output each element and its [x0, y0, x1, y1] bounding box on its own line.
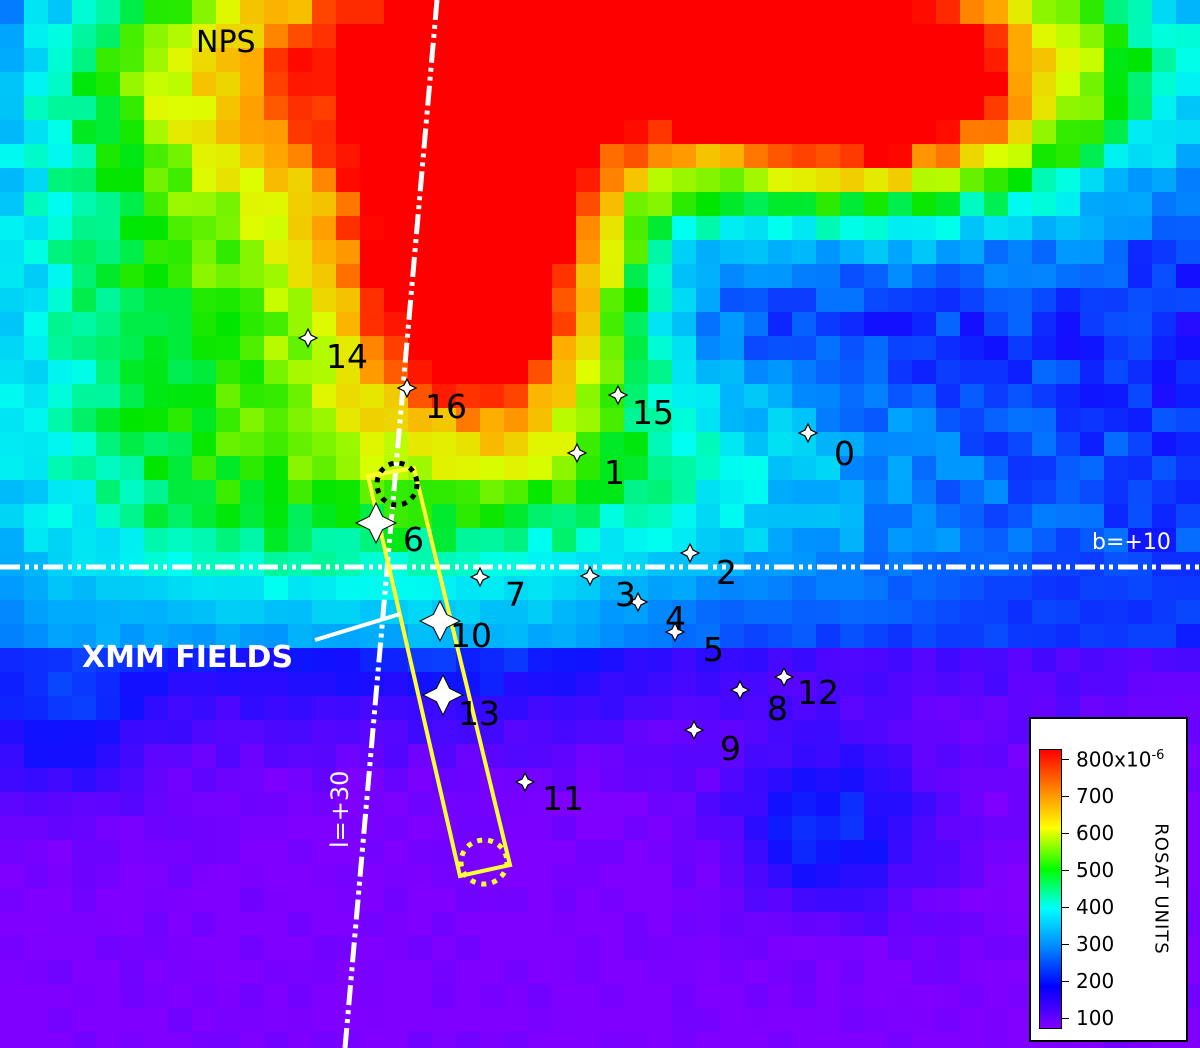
colorbar-tick-label: 400	[1076, 895, 1115, 919]
colorbar-tick-mark	[1062, 907, 1069, 908]
longitude-line-label: l=+30	[326, 770, 354, 848]
field-label-12: 12	[797, 673, 839, 712]
latitude-line-label: b=+10	[1092, 530, 1171, 555]
field-marker-5	[664, 621, 686, 643]
colorbar-tick-label: 800x10-6	[1076, 747, 1165, 772]
field-marker-13	[421, 673, 465, 717]
colorbar-tick-label: 300	[1076, 932, 1115, 956]
field-label-11: 11	[542, 779, 584, 818]
field-marker-8	[729, 679, 751, 701]
field-label-16: 16	[425, 387, 467, 426]
colorbar: 800x10-6 700 600 500 400 300 200 100 ROS…	[1029, 717, 1188, 1042]
colorbar-tick-mark	[1062, 759, 1069, 760]
xmm-field-strip	[365, 465, 513, 879]
field-marker-16	[396, 377, 418, 399]
field-marker-10	[418, 599, 462, 643]
field-marker-12	[773, 666, 795, 688]
xmm-fields-pointer-line	[314, 612, 401, 642]
colorbar-tick-label: 700	[1076, 784, 1115, 808]
field-label-7: 7	[505, 575, 526, 614]
field-marker-7	[469, 566, 491, 588]
colorbar-tick-label: 600	[1076, 821, 1115, 845]
colorbar-gradient	[1039, 749, 1062, 1029]
field-label-13: 13	[458, 694, 500, 733]
xmm-field-end-circle	[458, 837, 510, 887]
colorbar-tick-label: 100	[1076, 1006, 1115, 1030]
field-label-8: 8	[767, 689, 788, 728]
field-marker-15	[607, 384, 629, 406]
field-label-9: 9	[720, 729, 741, 768]
field-label-3: 3	[615, 575, 636, 614]
field-label-4: 4	[665, 599, 686, 638]
field-marker-1	[566, 442, 588, 464]
field-marker-6	[354, 501, 398, 545]
colorbar-tick-label: 500	[1076, 858, 1115, 882]
field-label-6: 6	[403, 520, 424, 559]
field-label-10: 10	[450, 616, 492, 655]
colorbar-tick-mark	[1062, 796, 1069, 797]
field-label-5: 5	[703, 630, 724, 669]
colorbar-tick-mark	[1062, 870, 1069, 871]
field-marker-0	[797, 422, 819, 444]
colorbar-tick-mark	[1062, 981, 1069, 982]
colorbar-exponent: -6	[1151, 748, 1165, 763]
colorbar-tick-mark	[1062, 833, 1069, 834]
field-label-15: 15	[632, 393, 674, 432]
colorbar-tick-mark	[1062, 1018, 1069, 1019]
colorbar-tick-label: 200	[1076, 969, 1115, 993]
field-marker-4	[627, 591, 649, 613]
field-marker-9	[683, 719, 705, 741]
xmm-fields-label: XMM FIELDS	[82, 640, 294, 675]
field-marker-14	[297, 327, 319, 349]
field-marker-3	[579, 565, 601, 587]
field-marker-11	[514, 771, 536, 793]
xmm-field-start-circle	[374, 460, 420, 508]
field-label-0: 0	[834, 434, 855, 473]
field-label-1: 1	[604, 453, 625, 492]
colorbar-title: ROSAT UNITS	[1150, 823, 1172, 955]
nps-label: NPS	[196, 25, 256, 60]
field-label-2: 2	[716, 553, 737, 592]
field-markers	[297, 327, 819, 793]
colorbar-tick-mark	[1062, 944, 1069, 945]
field-marker-2	[679, 542, 701, 564]
field-label-14: 14	[326, 337, 368, 376]
